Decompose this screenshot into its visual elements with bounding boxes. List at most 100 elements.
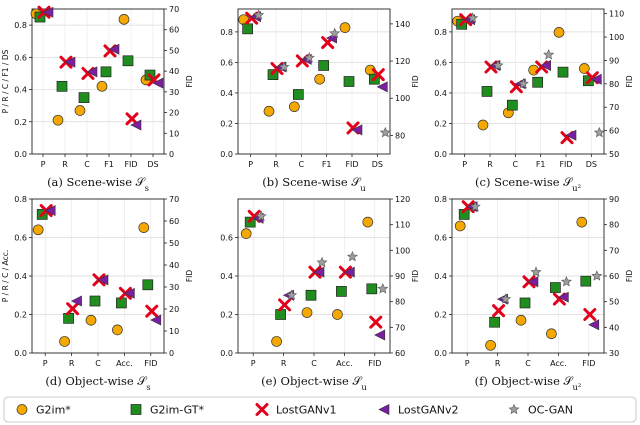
x-tick-label: F1 <box>536 160 546 169</box>
y-tick-label: 0.4 <box>14 86 27 95</box>
panel-5: 0.0 0.2 0.4 0.6 60 70 80 90 100 110 120 P R C Acc. FID F… <box>220 195 420 393</box>
point-lostganv1-r <box>278 298 292 312</box>
x-tick-label: C <box>513 160 519 169</box>
point-lostganv2-acc <box>123 287 135 299</box>
y2-axis-label: FID <box>411 75 420 88</box>
x-tick-label: C <box>311 359 317 368</box>
point-lostganv2-fid <box>374 329 386 341</box>
y-tick-label: 0.6 <box>14 53 27 62</box>
point-oc-gan-ds <box>379 126 391 138</box>
point-g2im-gt--acc <box>550 282 561 293</box>
y-tick-label: 0.6 <box>220 234 233 243</box>
panel-caption-subscript: u² <box>572 383 581 393</box>
y-tick-label: 0.6 <box>434 234 447 243</box>
point-g2im-gt--r <box>489 316 500 328</box>
axes-frame <box>451 8 605 155</box>
point-oc-gan-c <box>530 266 542 277</box>
point-g2im-gt--f1 <box>532 76 544 88</box>
point-lostganv1-r <box>492 304 506 318</box>
y2-axis-label: FID <box>411 270 420 283</box>
point-lostganv2-c <box>86 66 98 78</box>
panel-caption: (c) Scene-wise 𝒮u² <box>475 175 581 194</box>
point-lostganv2-acc <box>343 266 355 278</box>
panel-caption-subscript: s <box>146 383 150 393</box>
point-lostganv2-fid <box>565 129 577 141</box>
point-lostganv2-c <box>527 276 539 288</box>
y2-tick-label: 80 <box>395 131 405 140</box>
point-g2im-gt--fid <box>366 283 378 295</box>
x-tick-label: F1 <box>322 160 332 169</box>
y-axis-label: P / R / C / Acc. <box>1 250 10 303</box>
y-tick-label: 0.8 <box>14 195 27 204</box>
point-oc-gan-r <box>492 59 504 71</box>
y-tick-label: 0.4 <box>220 272 233 281</box>
point-g2im-gt--c <box>78 92 90 103</box>
y-tick-label: 0.0 <box>14 150 27 159</box>
x-tick-label: R <box>487 160 493 169</box>
legend-marker-lostganv2 <box>378 404 390 415</box>
point-g2im-gt--c <box>89 295 101 307</box>
axes-frame <box>31 8 165 155</box>
point-lostganv1-r <box>66 302 80 316</box>
y-tick-label: 0.8 <box>434 28 447 37</box>
point-oc-gan-fid <box>377 283 389 294</box>
point-lostganv2-f1 <box>539 59 551 71</box>
y2-tick-label: 30 <box>609 349 619 358</box>
y2-tick-label: 30 <box>169 88 179 97</box>
point-lostganv2-c <box>313 266 325 278</box>
point-g2im--acc <box>112 324 123 336</box>
point-g2im-gt--fid <box>122 55 134 67</box>
point-g2im--fid <box>138 222 150 233</box>
panel-caption: (d) Object-wise 𝒮s <box>45 374 150 393</box>
y-tick-label: 0.8 <box>220 28 233 37</box>
point-g2im--fid <box>339 22 351 33</box>
x-tick-label: DS <box>372 160 383 169</box>
y-tick-label: 0.6 <box>220 58 233 67</box>
y2-tick-label: 60 <box>609 127 619 136</box>
point-g2im--c <box>301 307 313 318</box>
point-oc-gan-r <box>278 61 290 72</box>
point-g2im-gt--r <box>63 313 74 324</box>
point-g2im--c <box>515 314 527 326</box>
y2-tick-label: 70 <box>609 103 619 112</box>
y-tick-label: 0.0 <box>434 150 447 159</box>
y-tick-label: 0.4 <box>434 272 447 281</box>
point-oc-gan-ds <box>593 126 605 138</box>
y2-tick-label: 70 <box>609 246 619 255</box>
y2-tick-label: 100 <box>395 246 410 255</box>
y2-tick-label: 120 <box>395 57 410 66</box>
point-oc-gan-fid <box>591 270 603 281</box>
point-g2im-gt--acc <box>116 297 127 309</box>
point-oc-gan-f1 <box>329 27 341 39</box>
y2-tick-label: 30 <box>169 283 179 292</box>
y2-tick-label: 120 <box>395 195 410 204</box>
point-g2im--fid <box>118 14 130 25</box>
y-tick-label: 0.6 <box>434 58 447 67</box>
y2-tick-label: 90 <box>395 272 405 281</box>
point-g2im-gt--fid <box>343 76 355 87</box>
x-tick-label: C <box>84 160 90 169</box>
panel-6: 0.0 0.2 0.4 0.6 0.8 30 40 50 60 70 80 90 P R C Acc. FID F… <box>434 195 634 393</box>
panel-caption-subscript: s <box>145 184 149 194</box>
x-tick-label: P <box>462 160 467 169</box>
legend-label: G2im-GT* <box>150 404 205 417</box>
point-g2im-gt--c <box>305 289 317 301</box>
y-tick-label: 0.2 <box>434 311 447 320</box>
x-tick-label: R <box>62 160 68 169</box>
point-lostganv2-p <box>44 205 56 217</box>
point-g2im-gt--fid <box>557 66 569 78</box>
y-tick-label: 0.2 <box>434 119 447 128</box>
point-g2im--r <box>485 339 496 351</box>
point-g2im--ds <box>578 63 590 74</box>
y-tick-label: 0.0 <box>434 349 447 358</box>
y2-tick-label: 80 <box>395 298 405 307</box>
point-lostganv1-fid <box>145 304 159 318</box>
y-tick-label: 0.2 <box>220 311 233 320</box>
point-lostganv2-fid <box>351 124 363 136</box>
point-g2im-gt--c <box>506 99 518 111</box>
x-tick-label: R <box>495 359 501 368</box>
legend-label: G2im* <box>36 404 71 417</box>
legend-label: OC-GAN <box>528 404 573 417</box>
point-lostganv1-fid <box>369 315 383 329</box>
point-lostganv2-c <box>97 274 109 286</box>
